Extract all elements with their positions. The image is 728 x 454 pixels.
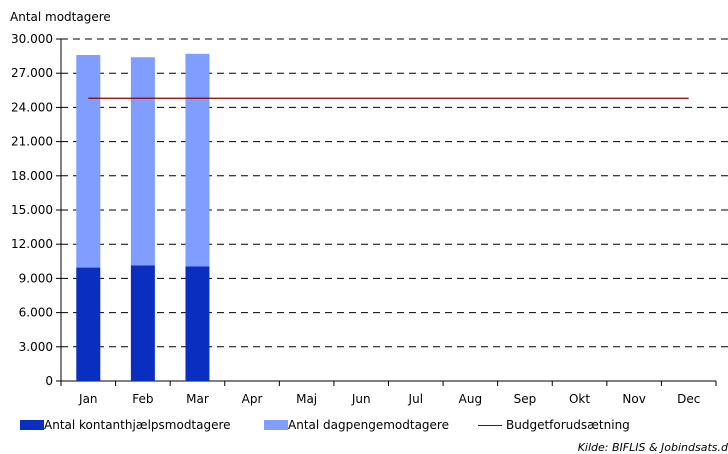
x-tick-label: Jul <box>408 392 423 406</box>
bar-dagpenge <box>76 54 101 268</box>
y-tick-label: 0 <box>45 374 53 388</box>
y-axis-title: Antal modtagere <box>10 10 111 24</box>
legend-item-budget: Budgetforudsætning <box>478 418 630 432</box>
x-tick-label: Feb <box>132 392 153 406</box>
y-tick-label: 30.000 <box>11 32 53 46</box>
legend-swatch-budget <box>478 424 502 426</box>
legend-swatch-kontanthjaelp <box>20 420 44 430</box>
y-tick-label: 21.000 <box>11 135 53 149</box>
bar-dagpenge <box>185 53 210 267</box>
bar-kontanthjaelp <box>76 267 101 381</box>
bar-kontanthjaelp <box>130 265 155 381</box>
y-tick-label: 15.000 <box>11 203 53 217</box>
y-tick-label: 9.000 <box>19 271 53 285</box>
y-tick-label: 24.000 <box>11 100 53 114</box>
bar-kontanthjaelp <box>185 266 210 381</box>
x-tick-label: Jan <box>78 392 98 406</box>
legend-item-dagpenge: Antal dagpengemodtagere <box>264 418 449 432</box>
y-tick-label: 3.000 <box>19 340 53 354</box>
x-tick-label: Okt <box>569 392 590 406</box>
x-tick-label: Sep <box>514 392 537 406</box>
legend-label-budget: Budgetforudsætning <box>506 418 630 432</box>
legend-item-kontanthjaelp: Antal kontanthjælpsmodtagere <box>20 418 231 432</box>
x-tick-label: Nov <box>622 392 645 406</box>
y-tick-label: 27.000 <box>11 66 53 80</box>
x-tick-label: Dec <box>677 392 700 406</box>
bar-dagpenge <box>130 57 155 266</box>
source-note: Kilde: BIFLIS & Jobindsats.d <box>577 441 728 454</box>
y-tick-label: 6.000 <box>19 306 53 320</box>
x-tick-label: Jun <box>351 392 371 406</box>
x-tick-label: Apr <box>242 392 263 406</box>
legend-label-dagpenge: Antal dagpengemodtagere <box>288 418 449 432</box>
legend-swatch-dagpenge <box>264 420 288 430</box>
x-tick-label: Maj <box>296 392 317 406</box>
y-tick-label: 12.000 <box>11 237 53 251</box>
y-tick-label: 18.000 <box>11 169 53 183</box>
x-tick-label: Mar <box>186 392 209 406</box>
legend-label-kontanthjaelp: Antal kontanthjælpsmodtagere <box>44 418 231 432</box>
x-tick-label: Aug <box>459 392 482 406</box>
